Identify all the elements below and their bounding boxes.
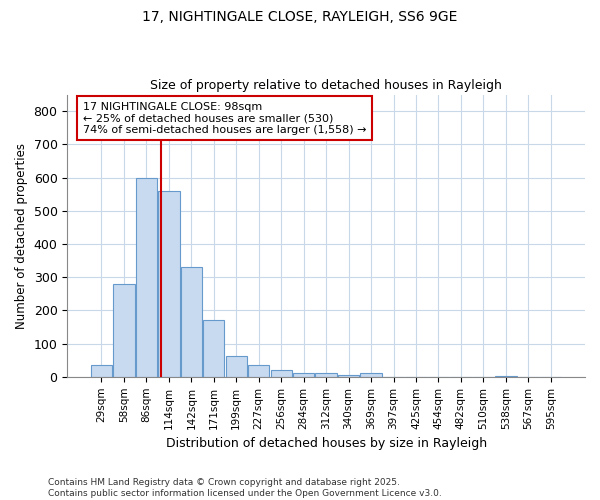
Text: 17, NIGHTINGALE CLOSE, RAYLEIGH, SS6 9GE: 17, NIGHTINGALE CLOSE, RAYLEIGH, SS6 9GE	[142, 10, 458, 24]
Bar	[91, 365, 112, 377]
Bar	[158, 191, 179, 377]
Bar	[361, 374, 382, 377]
Bar	[495, 376, 517, 377]
Bar	[293, 374, 314, 377]
Bar	[113, 284, 134, 377]
X-axis label: Distribution of detached houses by size in Rayleigh: Distribution of detached houses by size …	[166, 437, 487, 450]
Text: Contains HM Land Registry data © Crown copyright and database right 2025.
Contai: Contains HM Land Registry data © Crown c…	[48, 478, 442, 498]
Title: Size of property relative to detached houses in Rayleigh: Size of property relative to detached ho…	[150, 79, 502, 92]
Bar	[316, 374, 337, 377]
Bar	[136, 178, 157, 377]
Y-axis label: Number of detached properties: Number of detached properties	[15, 142, 28, 328]
Bar	[248, 365, 269, 377]
Text: 17 NIGHTINGALE CLOSE: 98sqm
← 25% of detached houses are smaller (530)
74% of se: 17 NIGHTINGALE CLOSE: 98sqm ← 25% of det…	[83, 102, 367, 135]
Bar	[181, 267, 202, 377]
Bar	[226, 356, 247, 377]
Bar	[271, 370, 292, 377]
Bar	[338, 375, 359, 377]
Bar	[203, 320, 224, 377]
